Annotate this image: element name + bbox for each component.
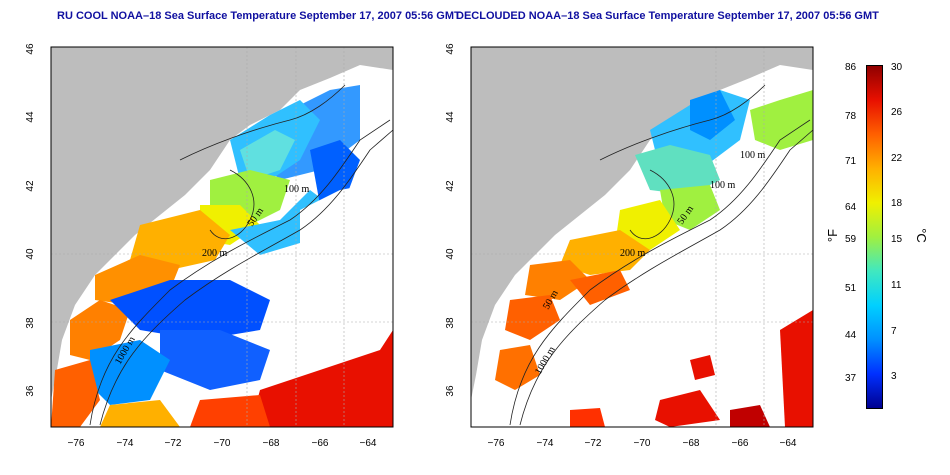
contour-label: 200 m bbox=[202, 248, 228, 259]
contour-label: 200 m bbox=[620, 248, 646, 259]
x-tick-label: −64 bbox=[360, 438, 377, 449]
right-map: 100 m 100 m 50 m 200 m 50 m 1000 m −76 −… bbox=[445, 43, 814, 449]
x-tick-label: −70 bbox=[634, 438, 651, 449]
x-tick-label: −66 bbox=[732, 438, 749, 449]
celsius-tick: 11 bbox=[891, 280, 902, 291]
x-tick-label: −70 bbox=[214, 438, 231, 449]
y-tick-label: 44 bbox=[445, 111, 456, 123]
fahrenheit-tick: 86 bbox=[845, 62, 857, 73]
y-tick-label: 42 bbox=[445, 180, 456, 192]
celsius-tick: 26 bbox=[891, 107, 903, 118]
y-tick-label: 42 bbox=[25, 180, 36, 192]
x-tick-label: −76 bbox=[488, 438, 505, 449]
fahrenheit-tick: 59 bbox=[845, 234, 857, 245]
y-tick-label: 36 bbox=[445, 385, 456, 397]
y-tick-label: 36 bbox=[25, 385, 36, 397]
y-tick-label: 46 bbox=[445, 43, 456, 55]
x-tick-label: −64 bbox=[780, 438, 797, 449]
contour-label: 100 m bbox=[284, 184, 310, 195]
fahrenheit-tick: 44 bbox=[845, 330, 857, 341]
x-tick-label: −72 bbox=[585, 438, 602, 449]
map-frame bbox=[50, 46, 394, 428]
fahrenheit-tick: 37 bbox=[845, 373, 857, 384]
fahrenheit-tick: 78 bbox=[845, 111, 857, 122]
celsius-tick: 18 bbox=[891, 198, 903, 209]
fahrenheit-axis-title: °F bbox=[825, 228, 841, 243]
fahrenheit-tick: 64 bbox=[845, 202, 857, 213]
celsius-axis-title: °C bbox=[913, 228, 929, 243]
contour-label: 100 m bbox=[740, 150, 766, 161]
fahrenheit-tick: 71 bbox=[845, 156, 857, 167]
x-tick-label: −76 bbox=[68, 438, 85, 449]
left-map-title: RU COOL NOAA–18 Sea Surface Temperature … bbox=[57, 10, 461, 22]
x-tick-label: −68 bbox=[263, 438, 280, 449]
fahrenheit-tick: 51 bbox=[845, 283, 857, 294]
celsius-tick: 7 bbox=[891, 326, 897, 337]
celsius-tick: 15 bbox=[891, 234, 903, 245]
y-tick-label: 40 bbox=[445, 248, 456, 260]
y-tick-label: 40 bbox=[25, 248, 36, 260]
y-tick-label: 44 bbox=[25, 111, 36, 123]
y-tick-label: 46 bbox=[25, 43, 36, 55]
celsius-tick: 30 bbox=[891, 62, 903, 73]
x-tick-label: −74 bbox=[117, 438, 134, 449]
x-tick-label: −66 bbox=[312, 438, 329, 449]
right-map-title: DECLOUDED NOAA–18 Sea Surface Temperatur… bbox=[456, 10, 879, 22]
land-mass bbox=[471, 47, 813, 400]
x-tick-label: −68 bbox=[683, 438, 700, 449]
celsius-tick: 22 bbox=[891, 153, 903, 164]
left-map: 50 m 100 m 200 m 1000 m −76 −74 −72 −70 … bbox=[25, 43, 394, 449]
contour-label: 100 m bbox=[710, 180, 736, 191]
celsius-tick: 3 bbox=[891, 371, 897, 382]
x-tick-label: −74 bbox=[537, 438, 554, 449]
land-mass bbox=[51, 47, 393, 400]
y-tick-label: 38 bbox=[445, 317, 456, 329]
colorbar bbox=[866, 65, 883, 409]
y-tick-label: 38 bbox=[25, 317, 36, 329]
x-tick-label: −72 bbox=[165, 438, 182, 449]
